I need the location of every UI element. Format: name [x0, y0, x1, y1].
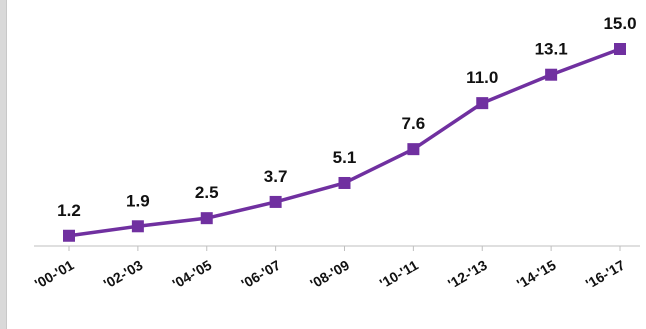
x-tick-label: '06-'07	[238, 257, 283, 292]
data-point	[131, 220, 144, 233]
data-point	[269, 195, 282, 208]
x-tick-label: '12-'13	[445, 257, 490, 292]
data-point	[200, 212, 213, 225]
data-point	[407, 143, 420, 156]
data-label: 1.2	[57, 201, 81, 220]
data-point	[338, 176, 351, 189]
x-tick-label: '08-'09	[307, 257, 352, 292]
data-label: 3.7	[264, 167, 288, 186]
data-label: 13.1	[535, 40, 568, 59]
data-label: 11.0	[466, 68, 498, 87]
x-tick-label: '02-'03	[101, 257, 146, 292]
data-point	[476, 97, 489, 110]
x-tick-label: '14-'15	[514, 257, 559, 292]
data-point	[545, 68, 558, 81]
x-tick-label: '00-'01	[32, 257, 77, 292]
x-tick-label: '16-'17	[583, 257, 628, 292]
data-point	[614, 43, 626, 55]
data-label: 7.6	[402, 114, 426, 133]
series-line	[68, 47, 621, 238]
data-label: 1.9	[126, 191, 150, 210]
data-label: 5.1	[333, 148, 357, 167]
data-label: 2.5	[195, 183, 219, 202]
data-point	[63, 229, 75, 242]
x-tick-label: '10-'11	[377, 257, 421, 292]
plot-area	[6, 0, 646, 329]
x-tick-label: '04-'05	[169, 257, 214, 292]
data-label: 15.0	[603, 14, 636, 33]
